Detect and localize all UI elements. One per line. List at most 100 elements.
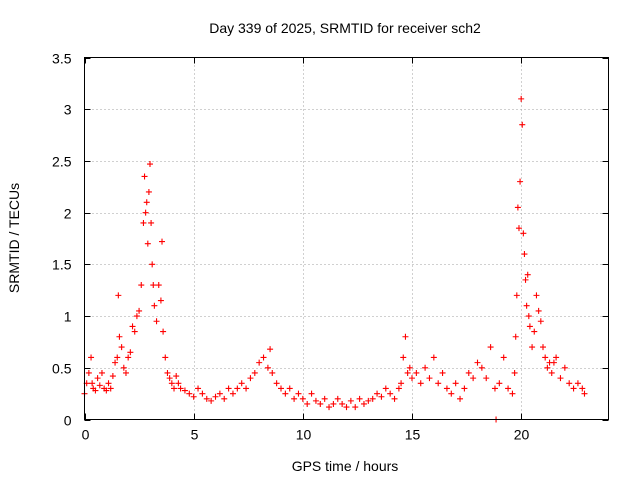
data-point [369, 395, 376, 402]
data-point [360, 400, 367, 407]
data-point [225, 385, 232, 392]
y-tick-label: 0.5 [52, 361, 72, 377]
data-point [133, 313, 140, 320]
data-point [212, 393, 219, 400]
data-point [317, 400, 324, 407]
data-point [579, 385, 586, 392]
data-point [286, 385, 293, 392]
data-point [94, 375, 101, 382]
data-point [247, 375, 254, 382]
data-point [413, 369, 420, 376]
data-point [535, 307, 542, 314]
data-point [529, 344, 536, 351]
x-tick-labels: 0 5 10 15 20 [82, 427, 530, 443]
data-point [145, 188, 152, 195]
data-point [155, 282, 162, 289]
data-point [138, 282, 145, 289]
data-point [443, 385, 450, 392]
data-point [120, 364, 127, 371]
data-point [400, 354, 407, 361]
data-point [356, 395, 363, 402]
data-point [511, 369, 518, 376]
data-point [114, 354, 121, 361]
data-point [487, 344, 494, 351]
data-point [177, 385, 184, 392]
data-point [544, 364, 551, 371]
data-point [291, 395, 298, 402]
data-point [382, 385, 389, 392]
data-point [402, 333, 409, 340]
data-point [525, 313, 532, 320]
x-tick-label: 10 [296, 427, 312, 443]
data-point [190, 393, 197, 400]
data-point [557, 375, 564, 382]
data-point [89, 380, 96, 387]
data-point [491, 385, 498, 392]
data-point [238, 380, 245, 387]
data-point [537, 318, 544, 325]
data-point [150, 282, 157, 289]
data-point [561, 364, 568, 371]
y-tick-label: 3 [64, 102, 72, 118]
data-point [435, 380, 442, 387]
data-point [229, 390, 236, 397]
grid-lines [84, 57, 609, 420]
data-point [550, 359, 557, 366]
data-point [406, 364, 413, 371]
data-point [496, 380, 503, 387]
y-axis-title: SRMTID / TECUs [6, 183, 22, 293]
data-point [540, 344, 546, 351]
data-point [251, 369, 258, 376]
data-point [524, 271, 531, 278]
data-point [148, 219, 155, 226]
data-point [461, 385, 468, 392]
data-point [103, 387, 110, 394]
data-point [308, 390, 315, 397]
data-point [522, 276, 529, 283]
data-point [115, 292, 122, 299]
data-point [518, 95, 525, 102]
data-point [474, 359, 481, 366]
data-point [542, 354, 549, 361]
data-point [143, 199, 150, 206]
y-tick-label: 2 [64, 206, 72, 222]
data-point [127, 349, 134, 356]
data-point [85, 369, 92, 376]
data-point [208, 397, 215, 404]
data-point [147, 161, 153, 168]
data-point [260, 354, 267, 361]
plot-frame [84, 57, 609, 420]
data-point [374, 390, 381, 397]
data-point [330, 400, 337, 407]
data-point [304, 400, 311, 407]
data-point [339, 400, 346, 407]
chart-title: Day 339 of 2025, SRMTID for receiver sch… [209, 20, 481, 36]
data-point [153, 318, 160, 325]
data-point [521, 251, 528, 258]
data-point [452, 380, 459, 387]
x-tick-label: 5 [191, 427, 199, 443]
data-point [553, 354, 560, 361]
data-point [299, 395, 306, 402]
data-point [98, 369, 105, 376]
data-point [512, 333, 519, 340]
data-point [515, 225, 522, 232]
data-point [88, 354, 95, 361]
data-point [343, 404, 350, 411]
data-point [96, 382, 103, 389]
data-point [282, 390, 289, 397]
data-point [149, 261, 156, 268]
data-point [129, 323, 136, 330]
data-point [478, 364, 485, 371]
data-point [122, 369, 129, 376]
data-point [430, 354, 437, 361]
data-point [526, 323, 533, 330]
data-point [417, 380, 424, 387]
data-point [140, 219, 147, 226]
data-point [278, 385, 284, 392]
data-point [195, 385, 202, 392]
data-point [216, 390, 223, 397]
data-point [151, 302, 158, 309]
data-point [509, 390, 516, 397]
data-point [159, 238, 166, 245]
